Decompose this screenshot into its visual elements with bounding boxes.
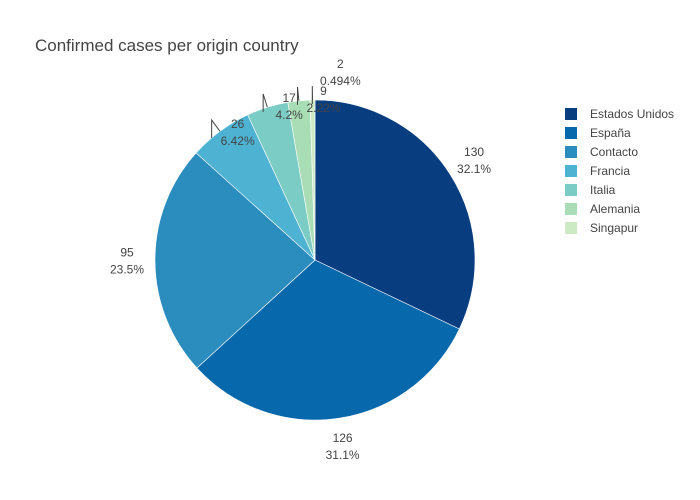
legend-label: España [590, 126, 631, 140]
slice-value-label: 26 [231, 117, 245, 131]
pie-slice-contacto[interactable] [154, 152, 316, 369]
slice-value-label: 2 [337, 57, 344, 71]
slice-value-label: 130 [464, 145, 484, 159]
legend-label: Francia [590, 164, 630, 178]
leader-line-alemania [296, 86, 300, 105]
legend-item-singapur[interactable]: Singapur [565, 221, 638, 235]
legend-swatch [565, 165, 577, 177]
legend-item-estados-unidos[interactable]: Estados Unidos [565, 107, 674, 121]
slice-value-label: 95 [120, 246, 134, 260]
legend-swatch [565, 222, 577, 234]
legend-item-francia[interactable]: Francia [565, 164, 630, 178]
slice-percent-label: 6.42% [221, 134, 255, 148]
legend-item-espana[interactable]: España [565, 126, 631, 140]
slice-percent-label: 31.1% [326, 448, 360, 462]
slice-percent-label: 23.5% [110, 263, 144, 277]
legend-swatch [565, 146, 577, 158]
legend-item-alemania[interactable]: Alemania [565, 202, 640, 216]
leader-line-francia [211, 118, 221, 139]
slice-value-label: 17 [282, 91, 296, 105]
slice-labels: 130 32.1% 126 31.1% 95 23.5% 26 6.42% 17 4.2% 9 2.2… [110, 57, 491, 462]
legend-label: Singapur [590, 221, 638, 235]
legend-label: Italia [590, 183, 616, 197]
legend-label: Estados Unidos [590, 107, 674, 121]
legend-item-contacto[interactable]: Contacto [565, 145, 638, 159]
legend-item-italia[interactable]: Italia [565, 183, 616, 197]
legend: Estados Unidos España Contacto Francia Itali… [565, 107, 674, 235]
pie-slices [154, 99, 476, 421]
chart-title: Confirmed cases per origin country [35, 36, 299, 55]
leader-line-italia [262, 93, 268, 112]
slice-value-label: 9 [320, 84, 327, 98]
legend-swatch [565, 108, 577, 120]
pie-slice-espana[interactable] [196, 259, 460, 421]
legend-swatch [565, 127, 577, 139]
legend-label: Contacto [590, 145, 638, 159]
slice-percent-label: 4.2% [275, 108, 303, 122]
legend-swatch [565, 203, 577, 215]
slice-percent-label: 2.22% [306, 101, 340, 115]
pie-slice-estados-unidos[interactable] [314, 99, 476, 330]
legend-label: Alemania [590, 202, 640, 216]
slice-percent-label: 32.1% [457, 162, 491, 176]
legend-swatch [565, 184, 577, 196]
slice-percent-label: 0.494% [320, 74, 361, 88]
slice-value-label: 126 [333, 431, 353, 445]
